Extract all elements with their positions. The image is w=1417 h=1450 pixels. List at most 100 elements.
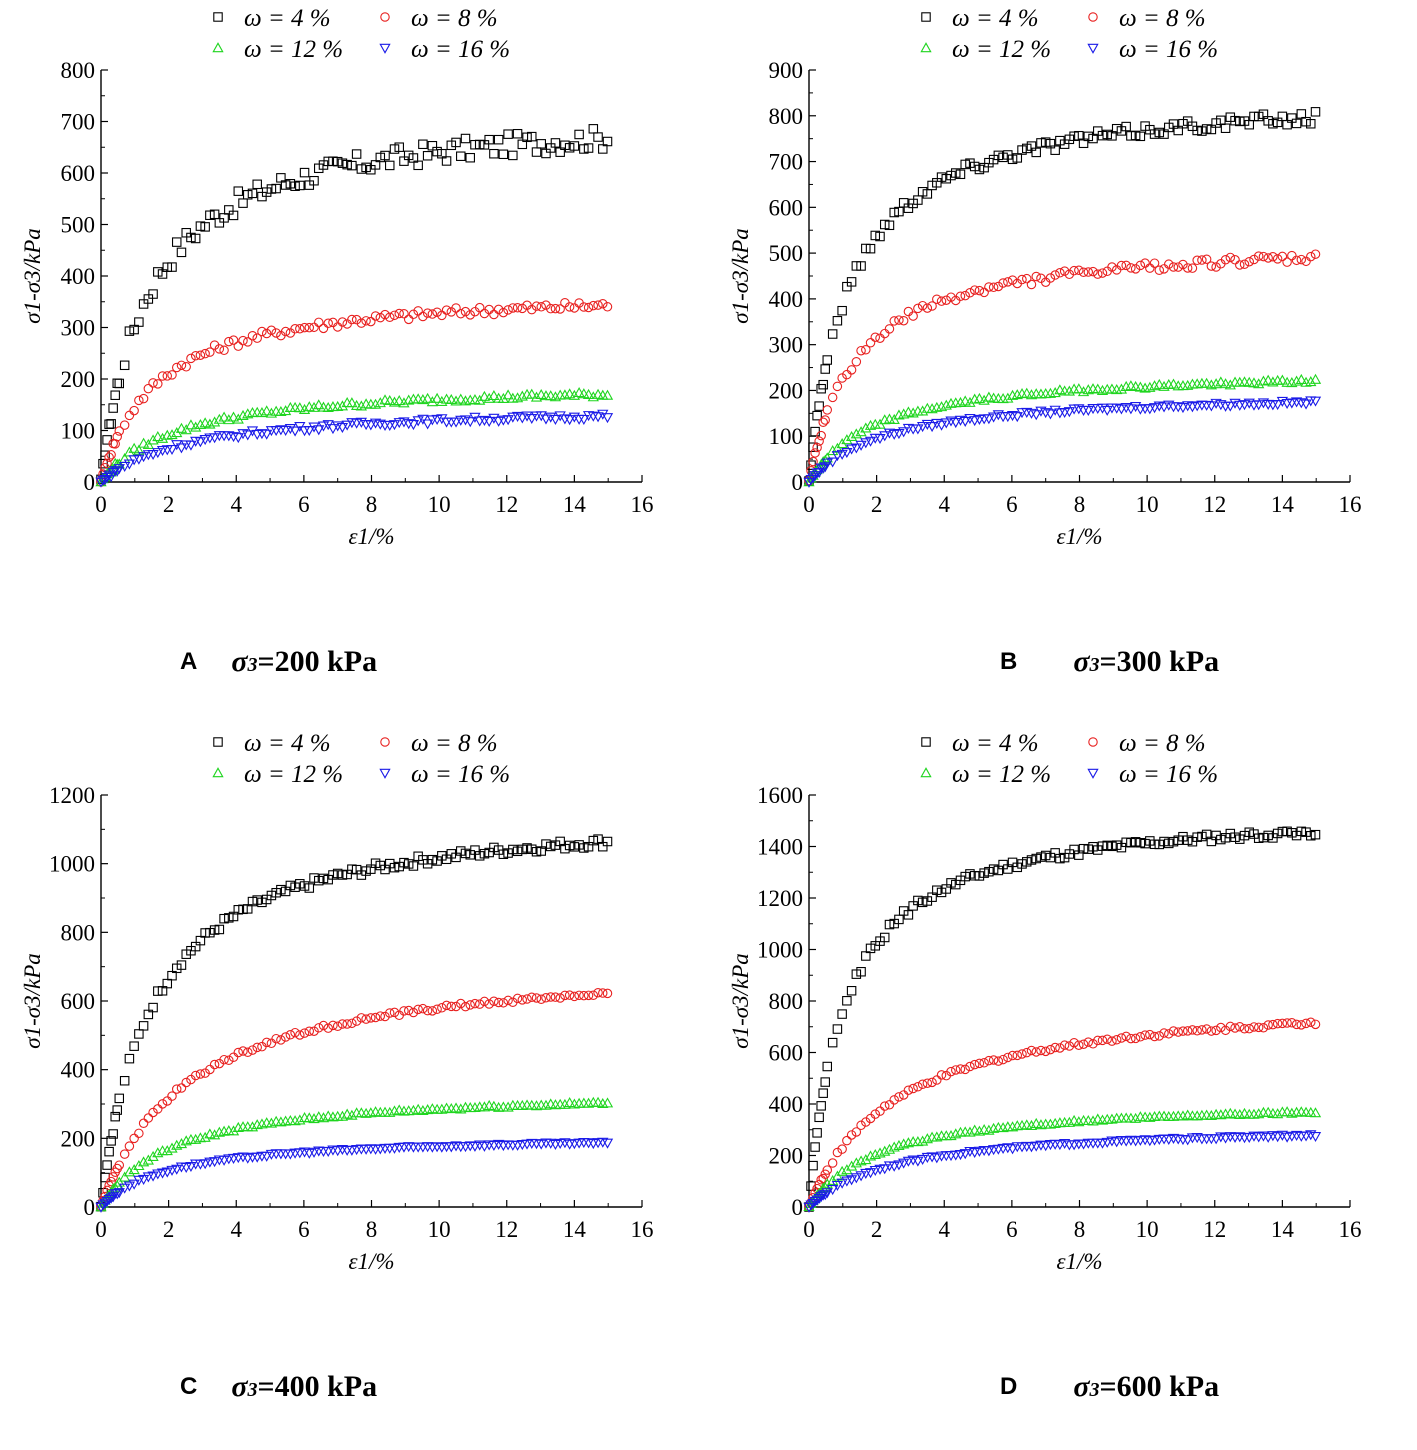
- data-point: [256, 407, 268, 418]
- legend-label: ω = 8 %: [1119, 730, 1206, 757]
- data-point: [1257, 1131, 1270, 1142]
- data-point: [974, 285, 985, 296]
- data-point: [1030, 410, 1042, 421]
- data-point: [1059, 266, 1070, 276]
- data-point: [166, 429, 178, 440]
- data-point: [541, 992, 551, 1003]
- data-point: [308, 401, 320, 412]
- data-point: [898, 1138, 910, 1149]
- data-series: [804, 826, 1321, 1212]
- data-point: [470, 998, 480, 1009]
- data-point: [445, 417, 457, 428]
- data-point: [1276, 374, 1289, 385]
- data-point: [987, 412, 1000, 423]
- data-point: [95, 1202, 107, 1213]
- data-point: [114, 426, 125, 436]
- data-point: [247, 188, 258, 199]
- data-point: [351, 149, 362, 159]
- data-point: [190, 1159, 202, 1170]
- data-point: [959, 416, 971, 427]
- data-point: [894, 315, 904, 325]
- data-point: [1059, 1040, 1070, 1050]
- data-point: [347, 1018, 357, 1029]
- data-point: [841, 1176, 853, 1187]
- data-point: [246, 1121, 259, 1132]
- data-point: [317, 421, 330, 432]
- data-point: [1281, 1106, 1293, 1117]
- data-point: [1149, 258, 1160, 268]
- data-point: [1007, 1050, 1018, 1061]
- data-point: [856, 966, 866, 977]
- x-tick-label: 6: [298, 492, 310, 517]
- data-point: [309, 322, 319, 333]
- data-point: [279, 405, 292, 416]
- data-point: [940, 1130, 952, 1141]
- data-point: [917, 300, 928, 311]
- data-point: [1135, 1032, 1146, 1042]
- data-point: [346, 397, 358, 408]
- legend-marker: [921, 12, 931, 22]
- data-point: [1173, 1027, 1183, 1037]
- data-point: [1022, 273, 1032, 284]
- data-point: [1129, 1112, 1142, 1123]
- data-point: [1058, 1116, 1071, 1127]
- data-point: [922, 303, 933, 313]
- y-tick-label: 300: [61, 316, 96, 341]
- data-point: [1287, 250, 1297, 261]
- data-point: [233, 1047, 244, 1058]
- data-point: [1154, 1031, 1165, 1041]
- data-point: [129, 405, 139, 416]
- data-point: [1295, 398, 1307, 409]
- data-point: [109, 1182, 121, 1193]
- caption-symbol: σ: [1073, 645, 1090, 678]
- caption-text: =200 kPa: [257, 645, 378, 678]
- data-point: [945, 416, 957, 427]
- data-point: [545, 992, 556, 1002]
- data-point: [341, 1108, 353, 1119]
- data-point: [498, 307, 509, 318]
- caption-text: =300 kPa: [1099, 645, 1220, 678]
- data-point: [879, 932, 890, 943]
- data-point: [874, 433, 886, 445]
- x-tick-label: 8: [366, 1217, 378, 1242]
- data-point: [836, 1165, 848, 1176]
- data-point: [308, 422, 320, 433]
- data-point: [483, 392, 495, 403]
- data-point: [171, 237, 182, 247]
- data-point: [488, 413, 500, 424]
- data-series: [804, 107, 1321, 486]
- data-point: [564, 415, 576, 426]
- data-point: [827, 329, 838, 339]
- data-point: [1036, 1045, 1046, 1056]
- data-point: [412, 1142, 424, 1153]
- data-point: [1107, 262, 1117, 272]
- data-point: [238, 335, 248, 346]
- data-point: [1016, 1142, 1028, 1153]
- data-point: [955, 169, 966, 180]
- data-point: [536, 994, 546, 1005]
- data-point: [208, 1129, 221, 1140]
- data-point: [864, 1150, 877, 1161]
- data-point: [1187, 1025, 1198, 1035]
- data-point: [921, 419, 933, 430]
- data-point: [1088, 266, 1098, 277]
- data-point: [1287, 1017, 1297, 1028]
- data-point: [190, 1070, 201, 1081]
- data-point: [1253, 251, 1264, 261]
- data-point: [1101, 1137, 1113, 1148]
- x-tick-label: 2: [871, 1217, 883, 1242]
- data-point: [161, 1145, 173, 1156]
- data-point: [1163, 400, 1175, 411]
- data-point: [841, 1164, 853, 1175]
- data-point: [812, 442, 822, 453]
- y-tick-label: 600: [769, 1041, 804, 1066]
- caption-text: =600 kPa: [1099, 1370, 1220, 1403]
- data-point: [143, 1113, 154, 1123]
- legend-label: ω = 4 %: [244, 730, 331, 757]
- data-point: [564, 388, 576, 399]
- data-point: [389, 1007, 400, 1018]
- data-point: [931, 418, 943, 429]
- data-point: [347, 160, 357, 171]
- data-point: [124, 1053, 135, 1064]
- data-point: [370, 311, 381, 321]
